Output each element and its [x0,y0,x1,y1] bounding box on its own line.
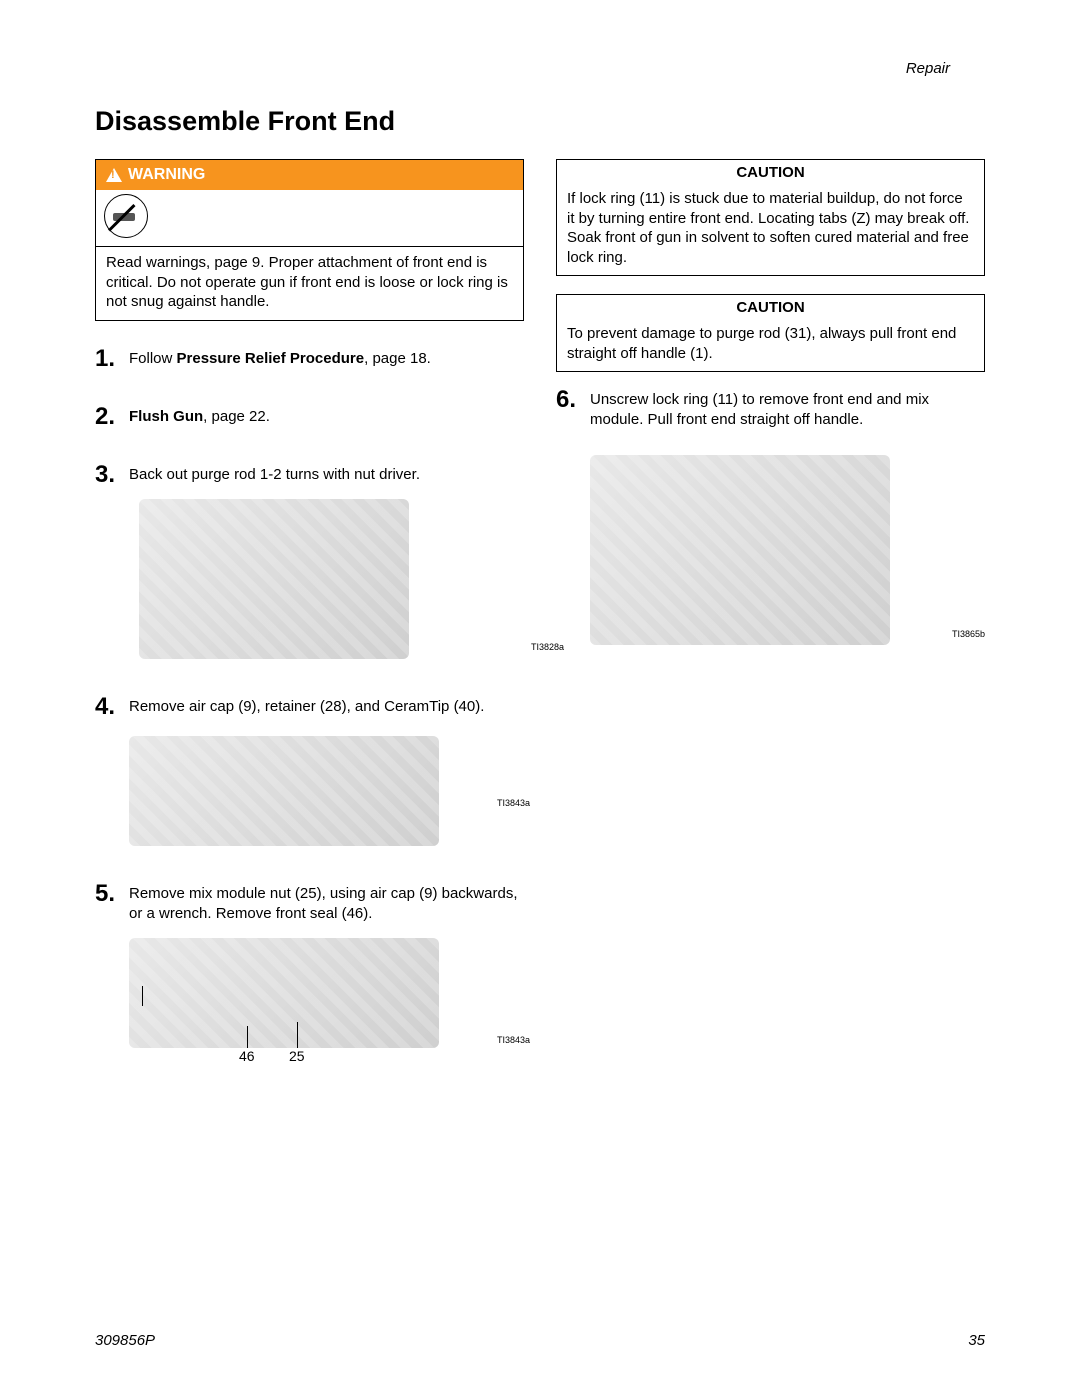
footer-docnum: 309856P [95,1332,155,1349]
page-title: Disassemble Front End [95,106,985,137]
caution-box-1: CAUTION If lock ring (11) is stuck due t… [556,159,985,276]
figure-4: 9 28 40 TI3843a [129,736,524,846]
step-1: Follow Pressure Relief Procedure, page 1… [95,349,524,369]
step-5-text: Remove mix module nut (25), using air ca… [129,885,518,922]
step-2-bold: Flush Gun [129,408,203,425]
left-column: WARNING Read warnings, page 9. Proper at… [95,159,524,1086]
figure-5-image [129,938,439,1048]
figure-6-code: TI3865b [952,628,985,640]
warning-pictogram-row [96,190,523,247]
warning-label: WARNING [128,166,205,184]
steps-list-right: Unscrew lock ring (11) to remove front e… [556,390,985,645]
caution-1-body: If lock ring (11) is stuck due to materi… [557,183,984,275]
caution-2-body: To prevent damage to purge rod (31), alw… [557,318,984,371]
footer-page: 35 [968,1332,985,1349]
step-1-bold: Pressure Relief Procedure [177,350,365,367]
warning-triangle-icon [106,168,122,182]
fig5-line-1 [142,986,143,1006]
step-3-text: Back out purge rod 1-2 turns with nut dr… [129,466,420,483]
step-2: Flush Gun, page 22. [95,407,524,427]
fig5-line-3 [297,1022,298,1048]
figure-5: 9 46 25 TI3843a [129,938,524,1048]
figure-4-image [129,736,439,846]
content-columns: WARNING Read warnings, page 9. Proper at… [95,159,985,1086]
fig5-line-2 [247,1026,248,1048]
right-column: CAUTION If lock ring (11) is stuck due t… [556,159,985,1086]
figure-6: 11 Z 31 TI3865b [590,455,985,645]
caution-2-label: CAUTION [557,295,984,318]
fig5-callout-46: 46 [239,1047,255,1066]
steps-list-left: Follow Pressure Relief Procedure, page 1… [95,349,524,1049]
step-1-post: , page 18. [364,350,431,367]
no-spray-hand-icon [104,194,148,238]
figure-4-code: TI3843a [497,797,530,809]
figure-3: TI3828a [139,499,524,659]
warning-body: Read warnings, page 9. Proper attachment… [96,247,523,320]
figure-3-image [139,499,409,659]
section-header: Repair [906,60,950,77]
fig5-callout-25: 25 [289,1047,305,1066]
step-6: Unscrew lock ring (11) to remove front e… [556,390,985,645]
step-5: Remove mix module nut (25), using air ca… [95,884,524,1049]
step-4: Remove air cap (9), retainer (28), and C… [95,697,524,845]
page-footer: 309856P 35 [95,1332,985,1349]
figure-5-code: TI3843a [497,1034,530,1046]
warning-box: WARNING Read warnings, page 9. Proper at… [95,159,524,321]
step-6-text: Unscrew lock ring (11) to remove front e… [590,391,929,428]
figure-6-image [590,455,890,645]
warning-header: WARNING [96,160,523,190]
caution-1-label: CAUTION [557,160,984,183]
step-2-post: , page 22. [203,408,270,425]
step-1-pre: Follow [129,350,177,367]
step-3: Back out purge rod 1-2 turns with nut dr… [95,465,524,659]
step-4-text: Remove air cap (9), retainer (28), and C… [129,698,484,715]
caution-box-2: CAUTION To prevent damage to purge rod (… [556,294,985,372]
